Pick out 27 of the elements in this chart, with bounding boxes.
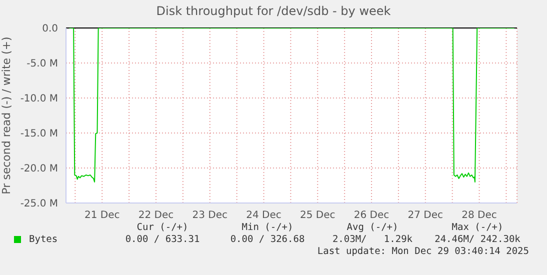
text: 2.03M/ 1.29k xyxy=(331,234,414,245)
legend-label: Bytes xyxy=(29,234,58,245)
text: 0.00 / 326.68 xyxy=(229,234,306,245)
text: Cur (-/+) xyxy=(136,222,190,233)
y-tick-label: -25.0 M xyxy=(20,198,58,210)
x-tick-label: 23 Dec xyxy=(192,210,228,222)
text: Avg (-/+) xyxy=(346,222,400,233)
y-tick-label: -20.0 M xyxy=(20,164,58,175)
text: 24.46M/ 242.30k xyxy=(434,234,522,245)
text: 0.00 / 633.31 xyxy=(124,234,201,245)
x-tick-label: 25 Dec xyxy=(300,210,336,222)
y-tick-label: -10.0 M xyxy=(20,94,58,105)
text: Max (-/+) xyxy=(450,222,504,233)
x-tick-label: 21 Dec xyxy=(84,210,120,222)
text: Min (-/+) xyxy=(240,222,294,233)
x-tick-label: 27 Dec xyxy=(408,210,444,222)
line-series xyxy=(68,28,515,182)
text: Last update: Mon Dec 29 03:40:14 2025 xyxy=(317,246,529,257)
chart-title: Disk throughput for /dev/sdb - by week xyxy=(155,4,392,18)
x-tick-label: 24 Dec xyxy=(246,210,282,222)
x-tick-label: 22 Dec xyxy=(138,210,174,222)
y-tick-label: 0.0 xyxy=(42,24,58,35)
y-tick-label: -5.0 M xyxy=(26,58,58,70)
y-axis-title: Pr second read (-) / write (+) xyxy=(0,36,13,194)
y-tick-label: -15.0 M xyxy=(20,128,58,140)
x-tick-label: 26 Dec xyxy=(354,210,390,222)
x-tick-label: 28 Dec xyxy=(462,210,497,222)
